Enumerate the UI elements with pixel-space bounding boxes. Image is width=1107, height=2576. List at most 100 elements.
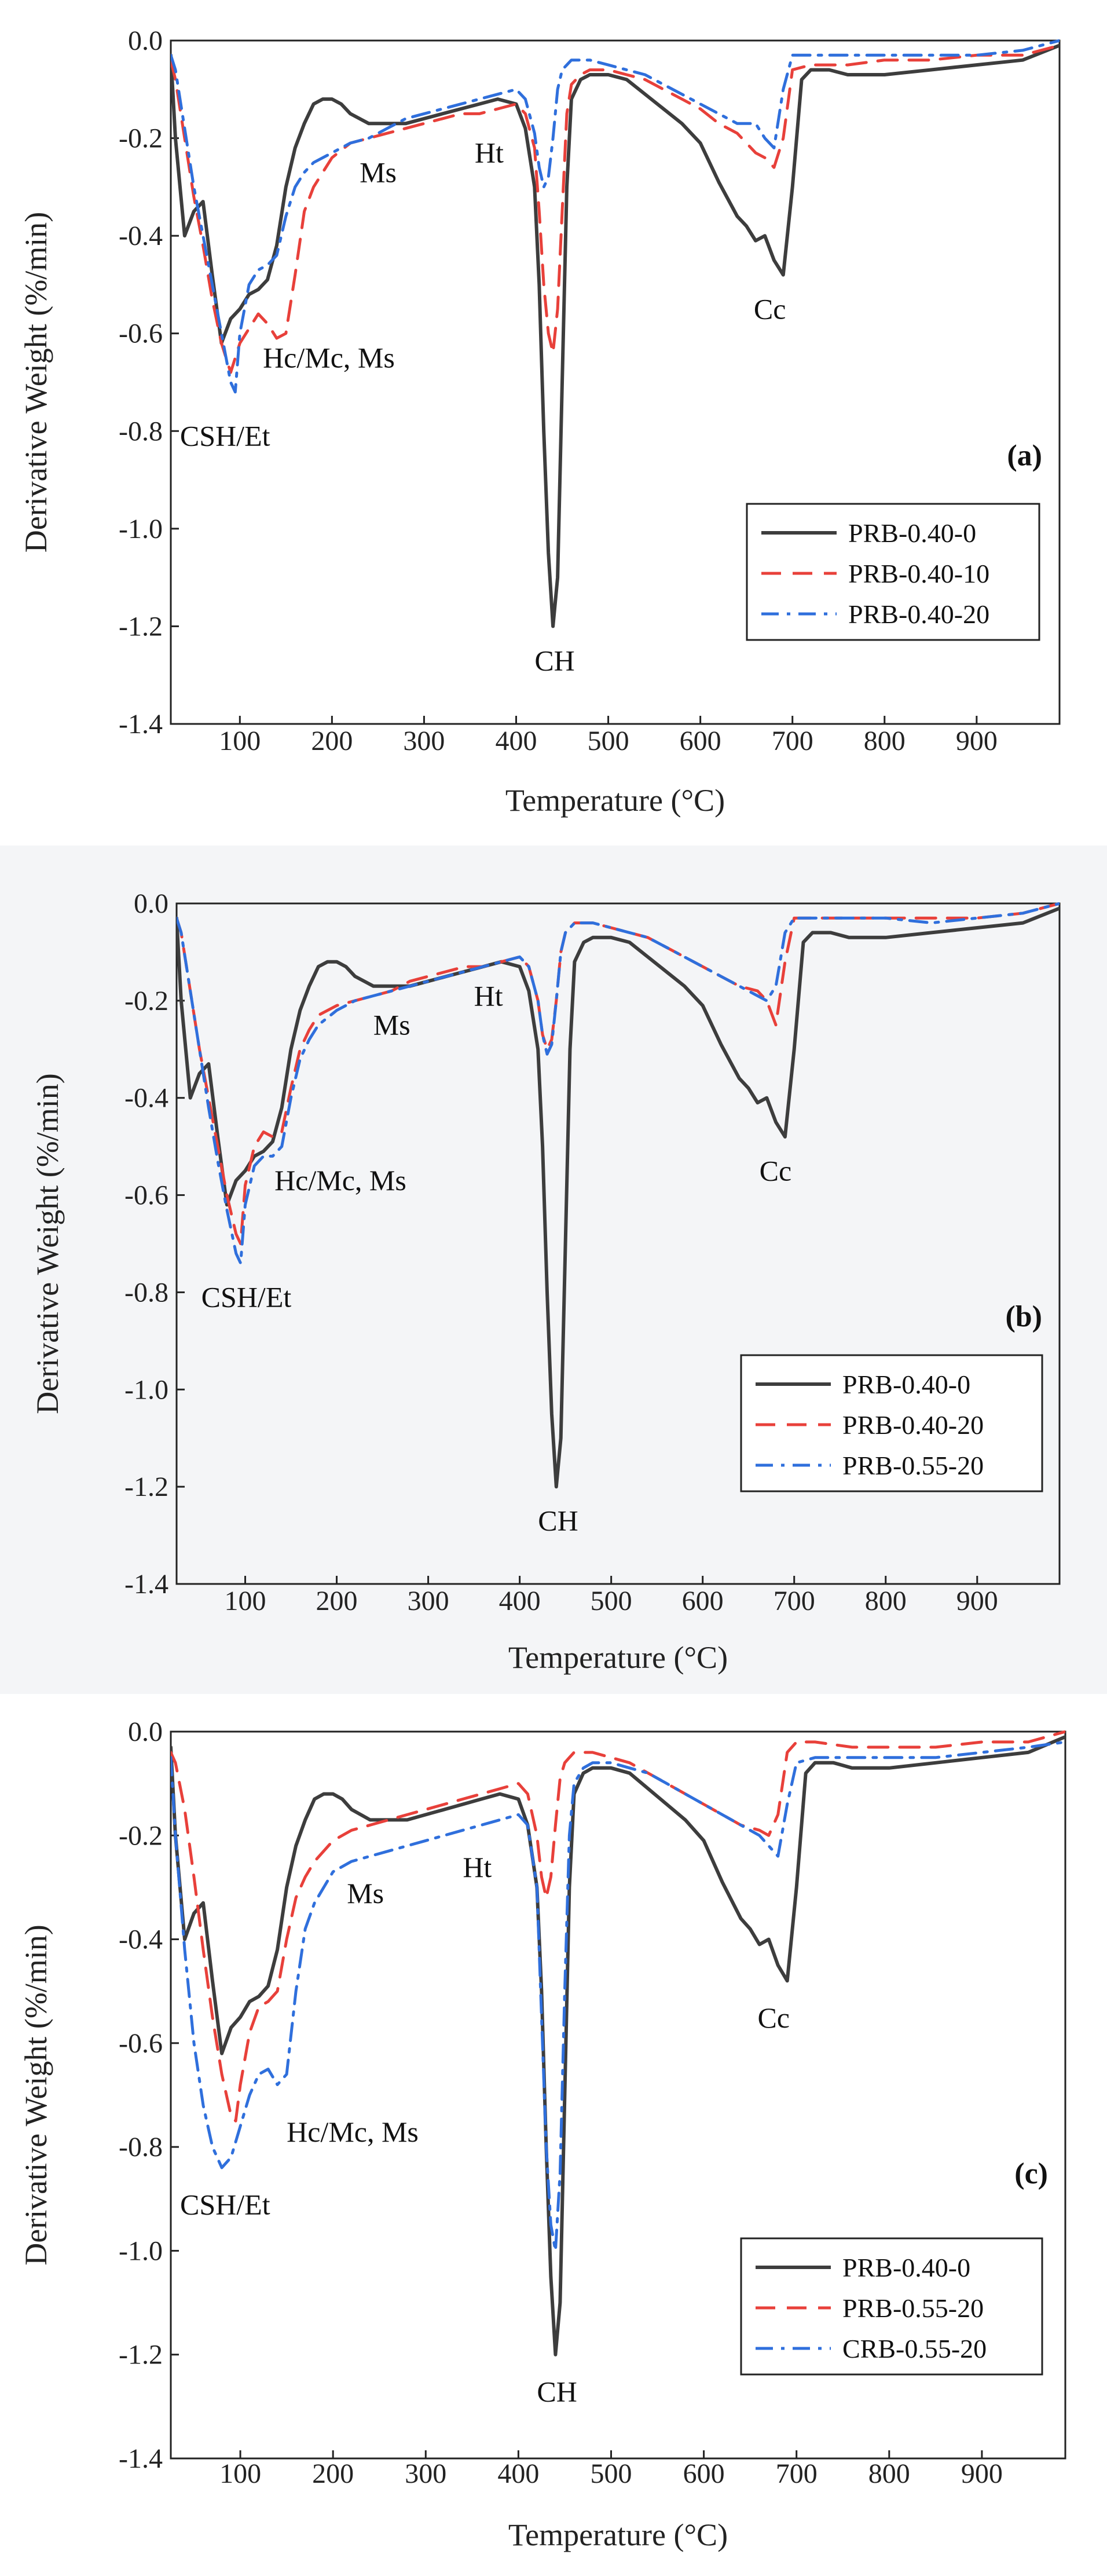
annotation-hcmcms: Hc/Mc, Ms — [263, 342, 395, 374]
x-tick-label: 900 — [956, 1586, 998, 1616]
annotation-ms: Ms — [360, 156, 397, 188]
y-tick-label: -1.0 — [119, 2235, 163, 2266]
y-tick-label: -1.4 — [119, 709, 163, 740]
plot-frame — [175, 902, 1061, 1585]
x-tick-label: 600 — [683, 2458, 725, 2489]
x-tick-label: 600 — [680, 726, 721, 756]
y-tick-label: -0.4 — [119, 221, 163, 251]
y-tick-label: -0.4 — [124, 1083, 168, 1114]
y-tick-label: -1.2 — [119, 2340, 163, 2370]
y-tick-label: -1.0 — [119, 514, 163, 544]
series-line-PRB-0.40-10 — [171, 43, 1060, 374]
x-tick-label: 500 — [590, 2458, 632, 2489]
annotation-ht: Ht — [475, 137, 504, 169]
chart-b-svg: 0.0 -0.2 -0.4 -0.6 -0.8 -1.0 -1.2 -1.4 100 200 300… — [30, 888, 1061, 1675]
legend-label: PRB-0.40-10 — [848, 559, 989, 588]
annotation-ch: CH — [537, 2375, 577, 2407]
annotation-cc: Cc — [754, 292, 786, 325]
series-line-PRB-0.40-0 — [177, 906, 1060, 1489]
y-tick-label: -0.8 — [124, 1277, 168, 1308]
y-axis-label: Derivative Weight (%/min) — [30, 1073, 65, 1414]
y-tick-label: -1.4 — [124, 1569, 168, 1600]
y-tick-label: -0.6 — [119, 319, 163, 349]
annotation-ch: CH — [538, 1505, 578, 1537]
annotation-ht: Ht — [474, 979, 503, 1012]
annotation-cshet: CSH/Et — [180, 420, 270, 452]
y-tick-label: -1.2 — [124, 1472, 168, 1502]
x-tick-label: 300 — [403, 726, 445, 756]
x-tick-label: 700 — [774, 1586, 815, 1616]
x-axis-label: Temperature (°C) — [505, 783, 725, 818]
y-tick-label: -0.6 — [124, 1180, 168, 1211]
y-tick-label: -0.8 — [119, 416, 163, 447]
series-line-PRB-0.40-0 — [171, 43, 1060, 628]
x-tick-label: 200 — [312, 2458, 354, 2489]
chart-c-svg: 0.0 -0.2 -0.4 -0.6 -0.8 -1.0 -1.2 -1.4 100 200 300… — [19, 1717, 1066, 2552]
plot-frame — [170, 39, 1061, 725]
annotation-ch: CH — [534, 644, 574, 676]
y-tick-label: -0.2 — [119, 1820, 163, 1851]
x-tick-label: 100 — [225, 1586, 266, 1616]
y-tick-label: 0.0 — [134, 888, 168, 919]
series-line-CRB-0.55-20 — [171, 1740, 1065, 2252]
x-tick-label: 900 — [956, 726, 998, 756]
chart-panel-a: 0.0 -0.2 -0.4 -0.6 -0.8 -1.0 -1.2 -1.4 100 200 300… — [0, 0, 1107, 846]
x-tick-label: 400 — [496, 726, 537, 756]
y-tick-label: -0.8 — [119, 2132, 163, 2162]
annotation-hcmcms: Hc/Mc, Ms — [287, 2116, 419, 2148]
y-tick-label: -1.0 — [124, 1374, 168, 1405]
y-tick-label: 0.0 — [128, 1717, 163, 1747]
legend-label: PRB-0.40-0 — [842, 1370, 970, 1399]
x-tick-label: 500 — [588, 726, 629, 756]
x-tick-label: 800 — [865, 1586, 907, 1616]
x-tick-label: 100 — [219, 2458, 261, 2489]
x-tick-label: 500 — [591, 1586, 632, 1616]
x-axis-label: Temperature (°C) — [508, 1640, 728, 1675]
y-axis-label: Derivative Weight (%/min) — [19, 212, 53, 553]
annotation-cc: Cc — [760, 1154, 792, 1187]
panel-label: (c) — [1014, 2157, 1048, 2190]
x-tick-label: 400 — [499, 1586, 541, 1616]
annotation-ms: Ms — [373, 1009, 410, 1041]
annotation-ht: Ht — [463, 1851, 492, 1883]
x-tick-label: 300 — [405, 2458, 446, 2489]
x-tick-label: 200 — [311, 726, 353, 756]
legend-label: PRB-0.40-20 — [848, 599, 989, 629]
legend-label: PRB-0.40-0 — [842, 2253, 970, 2282]
annotation-cshet: CSH/Et — [180, 2189, 270, 2221]
legend-label: PRB-0.55-20 — [842, 2293, 984, 2323]
x-tick-label: 600 — [682, 1586, 724, 1616]
annotation-cshet: CSH/Et — [201, 1281, 292, 1313]
y-tick-label: 0.0 — [128, 25, 163, 56]
panel-label: (a) — [1007, 439, 1042, 472]
series-group — [171, 1730, 1065, 2357]
x-axis-label: Temperature (°C) — [508, 2518, 728, 2552]
legend-label: PRB-0.55-20 — [842, 1451, 984, 1480]
plot-frame — [170, 1730, 1066, 2460]
chart-panel-b: 0.0 -0.2 -0.4 -0.6 -0.8 -1.0 -1.2 -1.4 100 200 300… — [0, 846, 1107, 1694]
legend-label: PRB-0.40-20 — [842, 1410, 984, 1440]
x-tick-label: 100 — [219, 726, 261, 756]
y-tick-label: -0.6 — [119, 2028, 163, 2059]
y-tick-label: -0.2 — [124, 986, 168, 1016]
series-line-PRB-0.55-20 — [171, 1730, 1065, 2123]
series-line-PRB-0.55-20 — [177, 902, 1060, 1265]
chart-a-svg: 0.0 -0.2 -0.4 -0.6 -0.8 -1.0 -1.2 -1.4 100 200 300… — [19, 25, 1061, 818]
legend-label: CRB-0.55-20 — [842, 2334, 987, 2363]
x-tick-label: 900 — [961, 2458, 1003, 2489]
y-tick-label: -1.4 — [119, 2443, 163, 2474]
legend-label: PRB-0.40-0 — [848, 518, 976, 548]
chart-panel-c: 0.0 -0.2 -0.4 -0.6 -0.8 -1.0 -1.2 -1.4 100 200 300… — [0, 1694, 1107, 2576]
x-tick-label: 700 — [776, 2458, 818, 2489]
series-group — [177, 902, 1060, 1489]
x-tick-label: 700 — [772, 726, 813, 756]
series-line-PRB-0.40-0 — [171, 1735, 1065, 2357]
x-tick-label: 200 — [316, 1586, 358, 1616]
series-line-PRB-0.40-20 — [171, 39, 1060, 394]
annotation-cc: Cc — [757, 2001, 790, 2034]
series-group — [171, 39, 1060, 628]
annotation-ms: Ms — [347, 1877, 384, 1909]
y-tick-label: -0.4 — [119, 1924, 163, 1955]
y-axis-label: Derivative Weight (%/min) — [19, 1924, 53, 2266]
y-tick-label: -0.2 — [119, 123, 163, 154]
